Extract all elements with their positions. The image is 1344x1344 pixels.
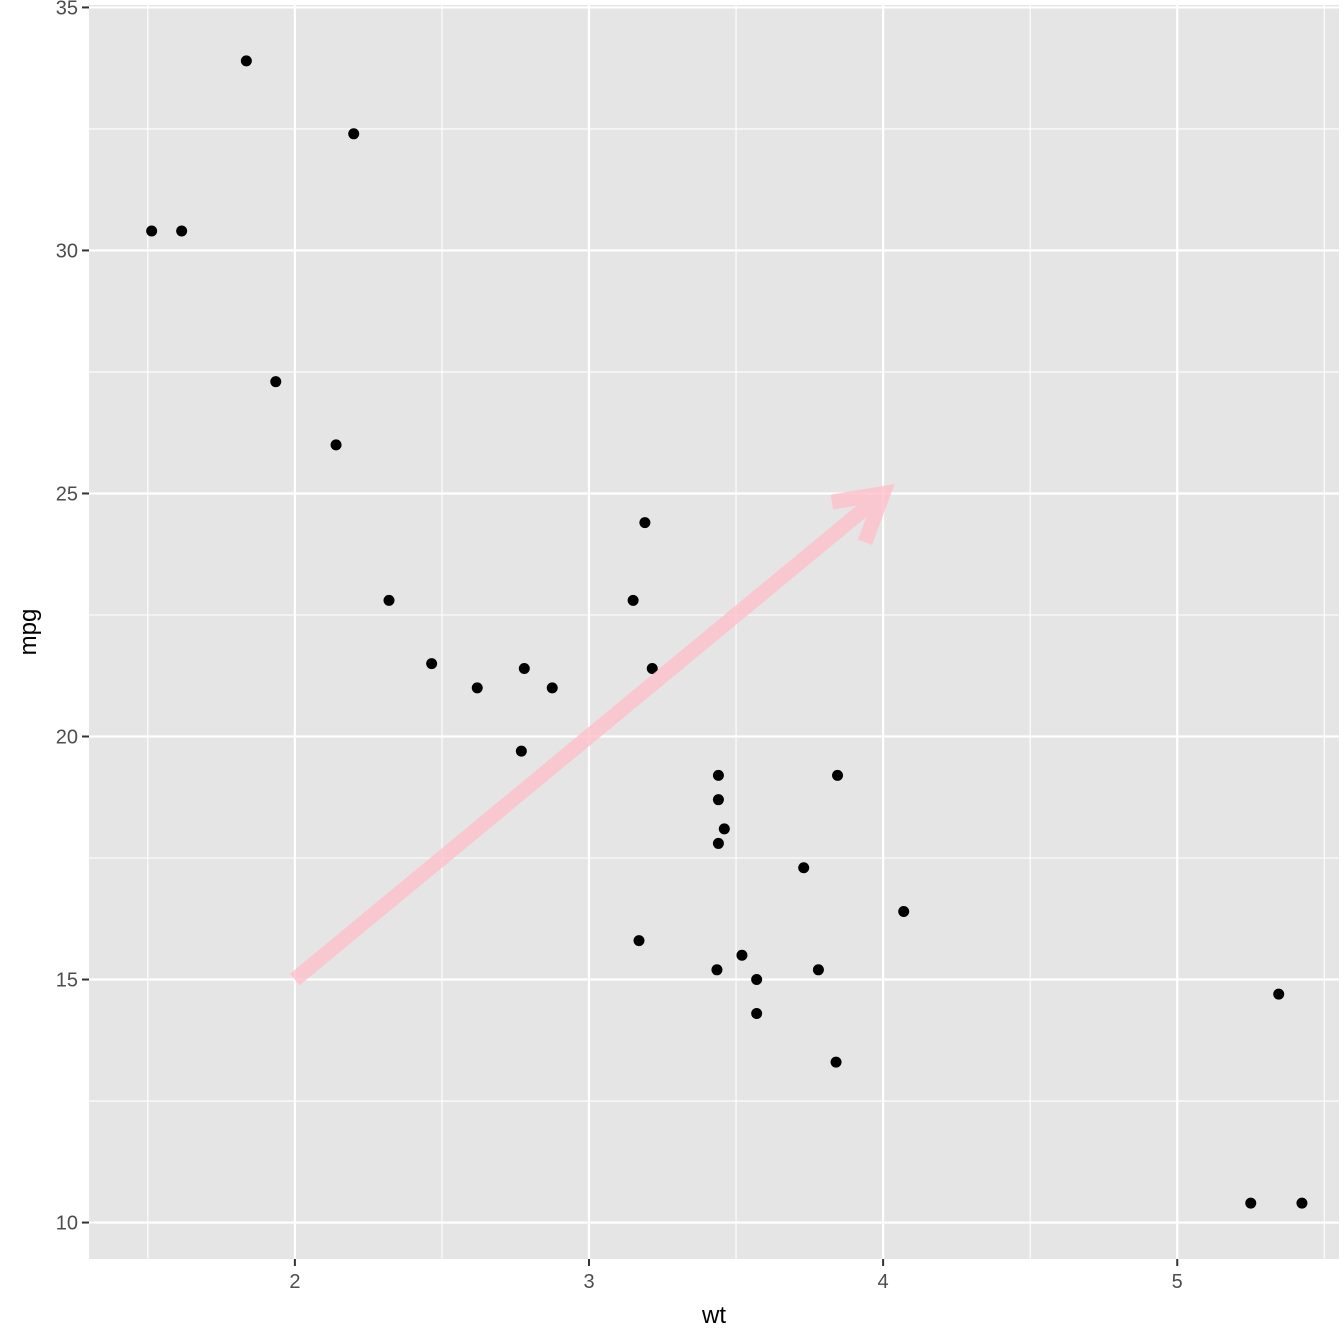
data-point: [712, 794, 724, 806]
x-tick-label: 5: [1172, 1271, 1183, 1293]
x-tick-label: 2: [289, 1271, 300, 1293]
data-point: [639, 517, 651, 529]
y-axis-title: mpg: [15, 609, 42, 656]
data-point: [832, 769, 844, 781]
data-point: [830, 1056, 842, 1068]
data-point: [751, 1008, 763, 1020]
data-point: [1296, 1197, 1308, 1209]
data-point: [518, 662, 530, 674]
data-point: [330, 439, 342, 451]
y-tick-label: 10: [56, 1213, 78, 1235]
x-tick-label: 3: [583, 1271, 594, 1293]
data-point: [812, 964, 824, 976]
x-axis-title: wt: [701, 1302, 726, 1329]
data-point: [471, 682, 483, 694]
y-tick-label: 15: [56, 970, 78, 992]
y-tick-label: 35: [56, 0, 78, 19]
x-tick-label: 4: [878, 1271, 889, 1293]
data-point: [546, 682, 558, 694]
data-point: [712, 837, 724, 849]
data-points: [146, 55, 1308, 1209]
data-point: [646, 662, 658, 674]
data-point: [515, 745, 527, 757]
x-tick-labels: 2 3 4 5: [289, 1271, 1182, 1293]
data-point: [736, 949, 748, 961]
data-point: [383, 594, 395, 606]
data-point: [146, 225, 158, 237]
data-point: [240, 55, 252, 67]
data-point: [718, 823, 730, 835]
axis-ticks: [82, 6, 1179, 1266]
data-point: [348, 128, 360, 140]
y-tick-label: 20: [56, 727, 78, 749]
arrow-head: [830, 483, 895, 545]
data-point: [176, 225, 188, 237]
data-point: [711, 964, 723, 976]
y-tick-labels: 10 15 20 25 30 35: [56, 0, 78, 1235]
data-point: [633, 935, 645, 947]
arrow: [290, 483, 895, 986]
data-point: [1245, 1197, 1257, 1209]
data-point: [898, 905, 910, 917]
data-point: [1273, 988, 1285, 1000]
minor-gridlines: [89, 5, 1339, 1259]
data-point: [270, 376, 282, 388]
y-tick-label: 30: [56, 240, 78, 262]
arrow-shaft: [290, 487, 888, 986]
data-point: [426, 658, 438, 670]
data-point: [751, 974, 763, 986]
y-tick-label: 25: [56, 483, 78, 505]
data-point: [712, 769, 724, 781]
data-point: [798, 862, 810, 874]
data-point: [627, 594, 639, 606]
arrow-annotation: [290, 483, 895, 986]
